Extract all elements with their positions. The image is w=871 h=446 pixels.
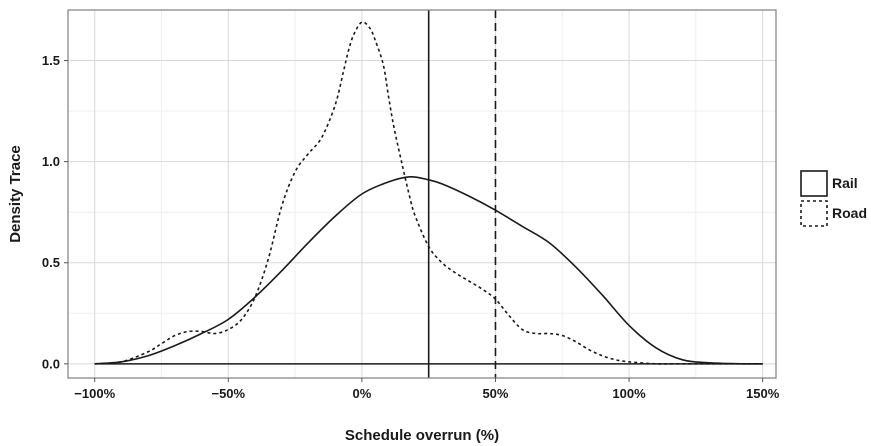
legend-key-rail <box>800 170 828 197</box>
x-tick-label: 100% <box>612 386 646 401</box>
y-tick-label: 1.0 <box>42 154 60 169</box>
y-axis-title: Density Trace <box>7 145 24 243</box>
plot-panel-border <box>67 9 777 379</box>
x-tick-label: 50% <box>482 386 508 401</box>
x-tick-label: 150% <box>746 386 780 401</box>
legend-label-road: Road <box>832 205 867 221</box>
x-tick-label: −50% <box>211 386 245 401</box>
legend: Rail Road <box>800 170 867 227</box>
gridlines <box>68 10 776 378</box>
axis-ticks: −100% −50% 0% 50% 100% 150% 0.0 0.5 1.0 1.5 <box>42 53 780 401</box>
legend-key-road <box>800 200 828 227</box>
reference-lines <box>427 10 497 378</box>
y-tick-label: 0.5 <box>42 255 60 270</box>
x-tick-label: 0% <box>352 386 371 401</box>
legend-label-rail: Rail <box>832 175 858 191</box>
series-line-road <box>94 21 763 365</box>
y-tick-label: 0.0 <box>42 356 60 371</box>
y-tick-label: 1.5 <box>42 53 60 68</box>
x-axis-title: Schedule overrun (%) <box>345 427 499 444</box>
x-tick-label: −100% <box>74 386 115 401</box>
